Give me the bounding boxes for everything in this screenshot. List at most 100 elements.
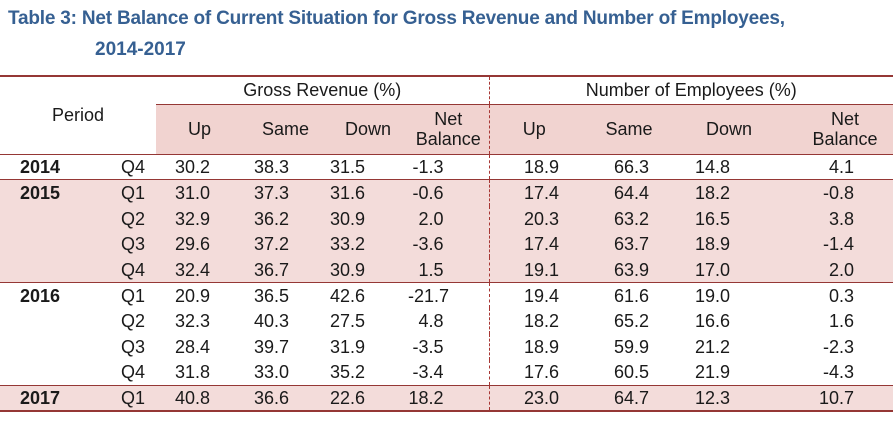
table-row: Q2 32.9 36.2 30.9 2.0 20.3 63.2 16.5 3.8 [0, 205, 893, 232]
value-cell: 63.9 [579, 257, 679, 283]
value-cell: 36.6 [243, 384, 328, 412]
gross-revenue-group-header: Gross Revenue (%) [156, 76, 489, 105]
value-cell: 1.6 [828, 311, 855, 332]
value-cell: 16.5 [679, 205, 779, 232]
value-cell: 3.8 [779, 205, 893, 232]
table-row: 2016 Q1 20.9 36.5 42.6 -21.7 19.4 61.6 1… [0, 282, 893, 309]
employees-group-header: Number of Employees (%) [488, 76, 893, 105]
value-cell: 40.3 [253, 311, 289, 332]
value-cell: 28.4 [174, 336, 210, 357]
value-cell: 64.4 [579, 179, 679, 206]
group-header-row: Period Gross Revenue (%) Number of Emplo… [0, 76, 893, 155]
value-cell: 60.5 [613, 362, 649, 383]
value-cell: 4.1 [828, 157, 855, 178]
value-cell: 2.0 [779, 257, 893, 283]
quarter-cell: Q4 [120, 157, 145, 178]
value-cell: -0.6 [408, 179, 489, 206]
table-row: Q3 29.6 37.2 33.2 -3.6 17.4 63.7 18.9 -1… [0, 231, 893, 258]
value-cell: 21.9 [694, 362, 730, 383]
value-cell: 32.3 [174, 311, 210, 332]
year-cell: 2017 [0, 384, 110, 412]
quarter-cell: Q1 [110, 179, 156, 206]
quarter-cell: Q2 [120, 311, 145, 332]
table-row: 2014 Q4 30.2 38.3 31.5 -1.3 18.9 66.3 14… [0, 154, 893, 180]
value-cell: 1.5 [408, 257, 489, 283]
gr-net-balance-header: Net Balance [408, 104, 489, 155]
value-cell: 37.3 [243, 179, 328, 206]
value-cell: 18.2 [488, 308, 579, 335]
value-cell: -1.3 [412, 157, 444, 178]
value-cell: 17.4 [488, 231, 579, 258]
year-cell [0, 231, 110, 258]
value-cell: 17.6 [488, 359, 579, 386]
value-cell: 27.5 [329, 311, 365, 332]
value-cell: 14.8 [694, 157, 730, 178]
year-cell: 2014 [19, 157, 61, 178]
year-cell: 2015 [0, 179, 110, 206]
table-row: Q4 31.8 33.0 35.2 -3.4 17.6 60.5 21.9 -4… [0, 359, 893, 386]
value-cell: -0.8 [779, 179, 893, 206]
sub-header-row: Up Same Down Net Balance Up Same Down Ne… [0, 104, 893, 155]
quarter-cell: Q3 [120, 336, 145, 357]
value-cell: 17.4 [488, 179, 579, 206]
value-cell: 20.3 [488, 205, 579, 232]
table-title-line2: 2014-2017 [95, 38, 186, 60]
value-cell: 31.5 [329, 157, 365, 178]
value-cell: 30.2 [174, 157, 210, 178]
value-cell: 4.8 [418, 311, 444, 332]
value-cell: -1.4 [779, 231, 893, 258]
value-cell: 19.4 [488, 282, 579, 309]
year-cell [0, 360, 110, 386]
value-cell: 32.4 [156, 257, 243, 283]
value-cell: 18.2 [408, 384, 489, 412]
value-cell: 22.6 [328, 384, 408, 412]
year-cell [0, 334, 110, 360]
net-balance-table: Period Gross Revenue (%) Number of Emplo… [0, 75, 893, 413]
value-cell: 37.2 [243, 231, 328, 258]
gr-up-header: Up [156, 104, 243, 155]
value-cell: -2.3 [822, 336, 855, 357]
table-header: Period Gross Revenue (%) Number of Emplo… [0, 76, 893, 155]
emp-down-header: Down [679, 104, 779, 155]
table-row: Q4 32.4 36.7 30.9 1.5 19.1 63.9 17.0 2.0 [0, 257, 893, 283]
year-cell: 2016 [0, 282, 110, 309]
quarter-cell: Q4 [110, 257, 156, 283]
value-cell: 36.2 [243, 205, 328, 232]
value-cell: 65.2 [613, 311, 649, 332]
value-cell: 12.3 [679, 384, 779, 412]
value-cell: 19.1 [488, 257, 579, 283]
value-cell: 21.2 [694, 336, 730, 357]
value-cell: 30.9 [328, 205, 408, 232]
quarter-cell: Q2 [110, 205, 156, 232]
table-title-line1: Table 3: Net Balance of Current Situatio… [8, 8, 785, 29]
value-cell: 18.9 [488, 334, 579, 360]
value-cell: 40.8 [156, 384, 243, 412]
value-cell: 63.2 [579, 205, 679, 232]
value-cell: 19.0 [679, 282, 779, 309]
value-cell: 29.6 [156, 231, 243, 258]
value-cell: 20.9 [156, 282, 243, 309]
value-cell: -4.3 [822, 362, 855, 383]
quarter-cell: Q1 [110, 384, 156, 412]
value-cell: 31.6 [328, 179, 408, 206]
value-cell: 66.3 [613, 157, 649, 178]
value-cell: 32.9 [156, 205, 243, 232]
value-cell: 33.0 [253, 362, 289, 383]
value-cell: -3.6 [408, 231, 489, 258]
value-cell: 33.2 [328, 231, 408, 258]
emp-same-header: Same [579, 104, 679, 155]
table-row: 2017 Q1 40.8 36.6 22.6 18.2 23.0 64.7 12… [0, 384, 893, 412]
year-cell [0, 308, 110, 334]
period-header: Period [0, 76, 156, 155]
value-cell: 61.6 [579, 282, 679, 309]
year-cell [0, 205, 110, 232]
value-cell: 0.3 [779, 282, 893, 309]
value-cell: 59.9 [613, 336, 649, 357]
table-row: Q2 32.3 40.3 27.5 4.8 18.2 65.2 16.6 1.6 [0, 308, 893, 335]
value-cell: 31.9 [329, 336, 365, 357]
value-cell: 64.7 [579, 384, 679, 412]
value-cell: 36.5 [243, 282, 328, 309]
value-cell: 2.0 [408, 205, 489, 232]
value-cell: 17.0 [679, 257, 779, 283]
value-cell: 39.7 [253, 336, 289, 357]
